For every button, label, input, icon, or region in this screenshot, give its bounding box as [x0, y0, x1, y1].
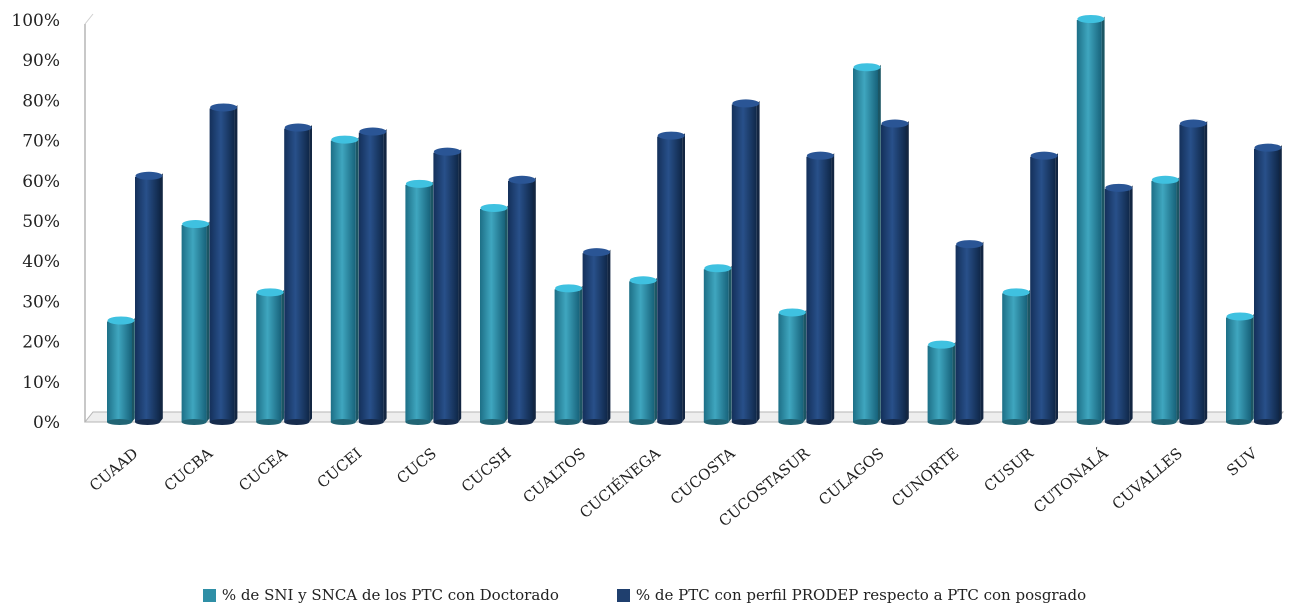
category-label-cucsh: CUCSH: [458, 444, 515, 496]
category-label-cucosta: CUCOSTA: [667, 444, 739, 508]
bar-2-suv: [1254, 143, 1282, 425]
y-tick-label: 50%: [22, 212, 60, 232]
bar-1-cucsh: [480, 203, 508, 425]
category-label-cutonalá: CUTONALÁ: [1030, 444, 1112, 517]
legend-swatch-series-2: [616, 588, 630, 602]
bar-1-cutonalá: [1076, 15, 1105, 425]
y-tick-label: 80%: [22, 91, 60, 111]
bar-1-cucea: [256, 288, 284, 425]
y-tick-label: 40%: [22, 252, 60, 272]
bar-2-cucosta: [731, 99, 760, 425]
category-label-cucei: CUCEI: [314, 444, 366, 492]
y-tick-label: 90%: [22, 51, 60, 71]
bar-2-cuvalles: [1179, 119, 1208, 425]
bar-1-cuciénega: [629, 276, 657, 425]
category-label-cucba: CUCBA: [161, 444, 217, 495]
category-label-cusur: CUSUR: [981, 444, 1038, 496]
bar-1-cuvalles: [1151, 175, 1180, 425]
category-labels: CUAAD CUCBA CUCEA CUCEI CUCS CUCSH CUALTOSCUCI…: [86, 444, 1261, 531]
bar-1-cunorte: [927, 340, 956, 425]
bar-1-cuaad: [107, 316, 135, 425]
bar-1-cualtos: [554, 284, 583, 425]
y-tick-label: 30%: [22, 292, 60, 312]
category-label-cualtos: CUALTOS: [520, 444, 590, 507]
y-tick-label: 70%: [22, 132, 60, 152]
category-label-cucs: CUCS: [393, 444, 440, 487]
legend: % de SNI y SNCA de los PTC con Doctorado…: [0, 585, 1289, 605]
bar-2-cusur: [1030, 151, 1058, 425]
y-tick-label: 10%: [22, 373, 60, 393]
bar-2-cualtos: [582, 248, 611, 425]
bar-1-cusur: [1002, 288, 1030, 425]
legend-label-series-2: % de PTC con perfil PRODEP respecto a PT…: [635, 586, 1087, 604]
bar-2-cucostasur: [806, 151, 835, 425]
y-tick-label: 60%: [22, 172, 60, 192]
bar-2-cucs: [433, 147, 462, 425]
y-tick-labels: 0% 10% 20% 30% 40% 50% 60% 70% 80% 90% 100%: [11, 11, 60, 433]
legend-item-series-2: % de PTC con perfil PRODEP respecto a PT…: [616, 586, 1087, 604]
legend-label-series-1: % de SNI y SNCA de los PTC con Doctorado: [221, 586, 559, 604]
category-label-suv: SUV: [1223, 444, 1261, 480]
bar-2-cucba: [209, 103, 238, 425]
bars: [107, 15, 1282, 425]
bar-2-cucei: [358, 127, 387, 425]
bar-2-cunorte: [955, 240, 984, 425]
legend-item-series-1: % de SNI y SNCA de los PTC con Doctorado: [202, 586, 559, 604]
bar-1-cucostasur: [778, 308, 807, 425]
bar-2-cuaad: [135, 171, 163, 425]
bar-2-cucea: [284, 123, 312, 425]
bar-1-cucosta: [703, 264, 732, 425]
category-label-cuaad: CUAAD: [86, 444, 142, 495]
legend-swatch-series-1: [202, 588, 216, 602]
category-label-cunorte: CUNORTE: [888, 444, 962, 510]
bar-2-culagos: [881, 119, 909, 425]
bar-1-cucei: [330, 135, 359, 425]
y-tick-label: 20%: [22, 333, 60, 353]
bar-2-cucsh: [508, 175, 536, 425]
category-label-cucea: CUCEA: [235, 444, 291, 495]
bar-1-suv: [1226, 312, 1254, 425]
bar-1-cucba: [181, 220, 210, 425]
bar-1-culagos: [853, 63, 881, 425]
bar-2-cutonalá: [1104, 183, 1133, 425]
bar-2-cuciénega: [657, 131, 685, 425]
bar-1-cucs: [405, 179, 434, 425]
category-label-cuciénega: CUCIÉNEGA: [576, 444, 664, 522]
category-label-cuvalles: CUVALLES: [1109, 444, 1186, 513]
y-tick-label: 0%: [33, 413, 60, 433]
y-tick-label: 100%: [11, 11, 60, 31]
category-label-culagos: CULAGOS: [815, 444, 887, 509]
y-axis-depth-line: [84, 13, 94, 25]
